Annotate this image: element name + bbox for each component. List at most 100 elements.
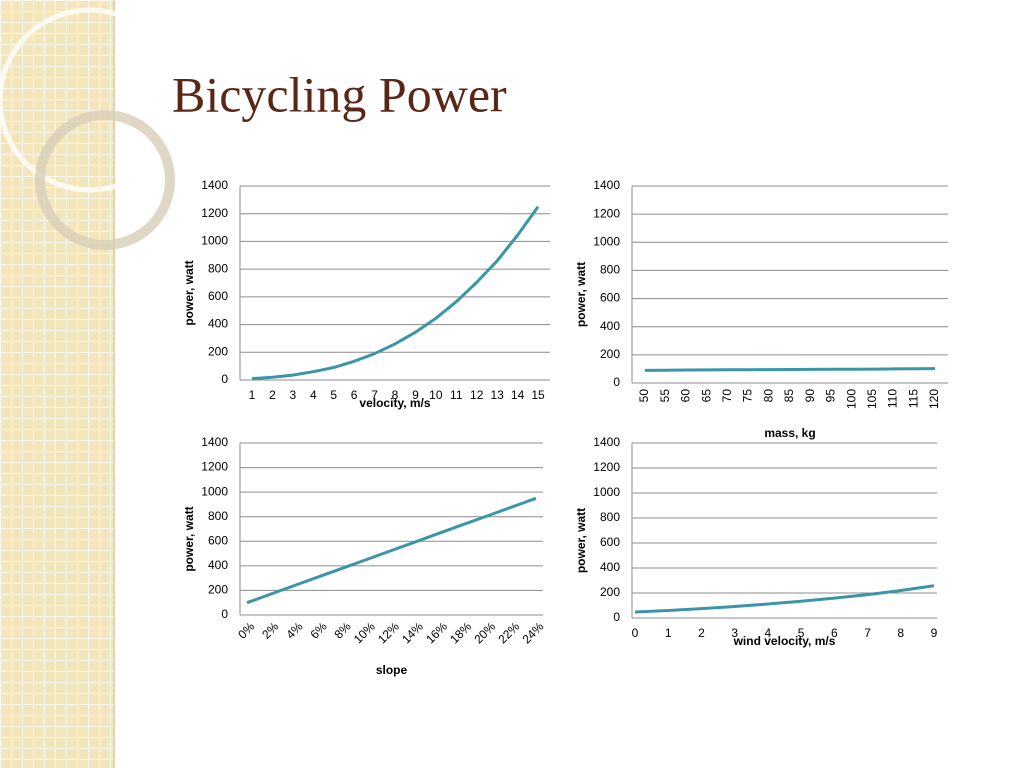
x-tick-label: 70 [720, 389, 734, 403]
y-axis-label: power, watt [574, 508, 588, 573]
x-tick-label: 8 [897, 626, 904, 640]
y-tick-label: 800 [600, 510, 620, 524]
y-tick-label: 1400 [201, 178, 228, 192]
data-line [644, 367, 936, 372]
x-tick-label: 60 [679, 389, 693, 403]
x-axis-label: wind velocity, m/s [733, 634, 836, 648]
y-tick-label: 600 [208, 289, 228, 303]
x-tick-label: 5 [330, 388, 337, 402]
x-tick-label: 4 [310, 388, 317, 402]
x-tick-label: 85 [782, 389, 796, 403]
x-tick-label: 5 [798, 626, 805, 640]
x-tick-label: 2 [698, 626, 705, 640]
y-tick-label: 0 [221, 607, 228, 621]
y-tick-label: 1200 [593, 206, 620, 220]
y-tick-label: 1200 [201, 206, 228, 220]
y-tick-label: 200 [208, 344, 228, 358]
y-tick-label: 400 [600, 560, 620, 574]
y-axis-label: power, watt [574, 262, 588, 327]
x-tick-label: 12 [470, 388, 484, 402]
x-tick-label: 20% [471, 619, 498, 646]
x-tick-label: 1 [249, 388, 256, 402]
x-tick-label: 10 [429, 388, 443, 402]
y-tick-label: 200 [600, 585, 620, 599]
y-tick-label: 1400 [593, 178, 620, 192]
x-tick-label: 100 [844, 389, 858, 409]
data-line [634, 584, 935, 614]
y-tick-label: 600 [600, 291, 620, 305]
x-tick-label: 0% [235, 619, 257, 641]
x-tick-label: 11 [450, 388, 463, 402]
x-tick-label: 8 [392, 388, 399, 402]
x-tick-label: 2% [259, 619, 281, 641]
x-tick-label: 55 [658, 389, 672, 403]
y-axis-label: power, watt [182, 506, 196, 571]
x-tick-label: 8% [332, 619, 354, 641]
y-tick-label: 800 [208, 509, 228, 523]
data-line [251, 205, 540, 381]
y-tick-label: 1400 [593, 435, 620, 449]
y-tick-label: 1000 [201, 234, 228, 248]
y-tick-label: 400 [208, 558, 228, 572]
x-tick-label: 0 [632, 626, 639, 640]
x-tick-label: 50 [637, 389, 651, 403]
decor-circle [0, 7, 183, 193]
x-tick-label: 6% [307, 619, 329, 641]
x-tick-label: 80 [761, 389, 775, 403]
y-tick-label: 0 [613, 375, 620, 389]
y-tick-label: 800 [208, 261, 228, 275]
x-tick-label: 105 [865, 389, 879, 409]
x-tick-label: 16% [423, 619, 450, 646]
decor-circle [35, 110, 175, 250]
y-tick-label: 800 [600, 263, 620, 277]
y-tick-label: 1200 [593, 460, 620, 474]
x-tick-label: 6 [351, 388, 358, 402]
x-tick-label: 115 [906, 389, 920, 408]
x-tick-label: 14% [399, 619, 426, 646]
y-tick-label: 1000 [593, 234, 620, 248]
x-axis-label: slope [376, 663, 408, 677]
x-tick-label: 65 [699, 389, 713, 403]
x-tick-label: 14 [511, 388, 525, 402]
y-tick-label: 1200 [201, 460, 228, 474]
y-tick-label: 200 [600, 347, 620, 361]
y-tick-label: 400 [208, 317, 228, 331]
x-tick-label: 18% [447, 619, 474, 646]
x-tick-label: 10% [351, 619, 378, 646]
x-tick-label: 12% [375, 619, 402, 646]
x-tick-label: 22% [495, 619, 522, 646]
y-tick-label: 1000 [201, 484, 228, 498]
x-tick-label: 120 [927, 389, 941, 409]
x-tick-label: 110 [886, 389, 900, 408]
x-tick-label: 6 [831, 626, 838, 640]
x-axis-label: mass, kg [764, 426, 815, 440]
x-axis-label: velocity, m/s [359, 396, 430, 410]
x-tick-label: 7 [371, 388, 378, 402]
x-tick-label: 9 [931, 626, 938, 640]
y-tick-label: 1400 [201, 435, 228, 449]
decorative-strip [0, 0, 115, 768]
slide-title: Bicycling Power [172, 66, 507, 122]
x-tick-label: 90 [803, 389, 817, 403]
y-tick-label: 0 [221, 372, 228, 386]
x-tick-label: 13 [490, 388, 504, 402]
y-tick-label: 0 [613, 610, 620, 624]
x-tick-label: 3 [731, 626, 738, 640]
x-tick-label: 15 [531, 388, 545, 402]
y-tick-label: 1000 [593, 485, 620, 499]
x-tick-label: 95 [824, 389, 838, 403]
x-tick-label: 75 [741, 389, 755, 403]
data-line [246, 496, 537, 605]
y-tick-label: 600 [208, 533, 228, 547]
x-tick-label: 3 [290, 388, 297, 402]
y-tick-label: 400 [600, 319, 620, 333]
x-tick-label: 4 [765, 626, 772, 640]
x-tick-label: 9 [412, 388, 419, 402]
y-axis-label: power, watt [182, 260, 196, 325]
x-tick-label: 2 [269, 388, 276, 402]
y-tick-label: 600 [600, 535, 620, 549]
x-tick-label: 7 [864, 626, 871, 640]
x-tick-label: 24% [519, 619, 546, 646]
